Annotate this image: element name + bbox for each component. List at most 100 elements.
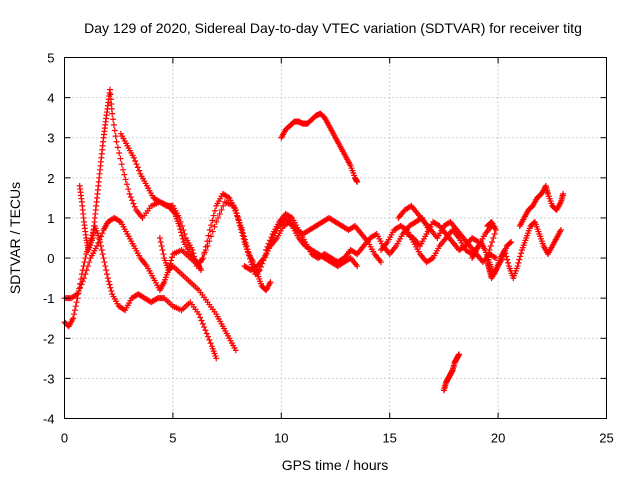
data-point <box>106 281 113 288</box>
data-point <box>241 233 248 240</box>
y-tick-label: 4 <box>47 91 54 106</box>
data-point <box>108 287 115 294</box>
data-point <box>268 234 275 241</box>
data-point <box>202 247 209 254</box>
data-point <box>265 240 272 247</box>
y-tick-labels: -4 -3 -2 -1 0 1 2 3 4 5 <box>43 51 55 427</box>
data-point <box>208 222 215 229</box>
data-point <box>402 226 409 233</box>
data-point <box>206 226 213 233</box>
data-point <box>75 287 82 294</box>
x-tick-label: 10 <box>274 431 288 446</box>
data-point <box>515 259 522 266</box>
data-point <box>206 336 213 343</box>
data-point <box>97 233 104 240</box>
data-point <box>287 214 294 221</box>
data-point <box>490 235 497 241</box>
data-point <box>350 223 357 230</box>
data-point <box>156 235 163 241</box>
data-point <box>189 247 196 254</box>
y-tick-label: -3 <box>43 371 55 386</box>
x-tick-label: 15 <box>382 431 396 446</box>
data-point <box>78 281 85 288</box>
data-point <box>101 259 108 266</box>
y-tick-label: 0 <box>47 251 54 266</box>
data-point <box>491 230 498 237</box>
data-point <box>82 255 89 262</box>
data-point <box>100 255 107 262</box>
data-point <box>70 315 77 322</box>
data-point <box>246 252 253 259</box>
data-point <box>491 254 498 261</box>
data-point <box>120 166 127 173</box>
data-point <box>131 203 138 210</box>
data-point <box>110 121 117 128</box>
data-point <box>180 226 187 233</box>
data-point <box>197 259 204 266</box>
data-point <box>94 243 101 250</box>
data-point <box>159 247 166 254</box>
data-point <box>216 210 223 217</box>
data-point <box>241 236 248 243</box>
data-point <box>199 320 206 327</box>
data-point <box>207 340 214 347</box>
data-point <box>346 255 353 262</box>
data-point <box>72 303 79 310</box>
y-tick-label: 2 <box>47 171 54 186</box>
data-point <box>456 351 463 358</box>
data-point <box>489 239 496 246</box>
data-point <box>201 324 208 331</box>
y-tick-label: 5 <box>47 51 54 66</box>
data-point <box>136 167 143 174</box>
data-point <box>560 190 567 197</box>
data-point <box>211 223 218 230</box>
data-point <box>121 171 128 178</box>
data-point <box>103 267 110 274</box>
series-arc7 <box>278 110 361 185</box>
data-point <box>243 243 250 250</box>
data-point <box>116 149 123 156</box>
data-point <box>118 161 125 168</box>
data-point <box>160 251 167 258</box>
data-point <box>177 218 184 225</box>
data-point <box>428 255 435 262</box>
data-point <box>516 256 523 263</box>
data-point <box>407 203 414 210</box>
data-point <box>220 202 227 209</box>
data-point <box>122 176 129 183</box>
data-point <box>165 267 172 274</box>
data-point <box>79 278 86 285</box>
data-point <box>177 226 184 233</box>
data-point <box>107 284 114 291</box>
data-point <box>224 194 231 201</box>
data-point <box>232 347 239 354</box>
data-point <box>508 239 515 246</box>
data-point <box>168 257 175 264</box>
chart-title: Day 129 of 2020, Sidereal Day-to-day VTE… <box>84 20 582 36</box>
data-point <box>255 267 262 274</box>
data-point <box>102 263 109 270</box>
y-tick-label: -1 <box>43 291 55 306</box>
data-point <box>197 314 204 321</box>
data-point <box>204 243 211 250</box>
data-point <box>247 255 254 262</box>
data-point <box>133 161 140 168</box>
data-point <box>96 236 103 243</box>
data-point <box>126 190 133 197</box>
y-tick-label: 3 <box>47 131 54 146</box>
x-tick-label: 25 <box>599 431 613 446</box>
data-point <box>208 233 215 240</box>
x-tick-label: 5 <box>169 431 176 446</box>
y-tick-label: 1 <box>47 211 54 226</box>
data-point <box>218 206 225 213</box>
data-point <box>114 144 121 151</box>
data-point <box>195 263 202 270</box>
data-point <box>109 110 116 117</box>
data-point <box>352 250 359 257</box>
data-point <box>130 200 137 207</box>
data-point <box>132 157 139 164</box>
data-point <box>244 246 251 253</box>
data-point <box>209 217 216 224</box>
data-point <box>504 256 511 263</box>
data-point <box>446 219 453 226</box>
